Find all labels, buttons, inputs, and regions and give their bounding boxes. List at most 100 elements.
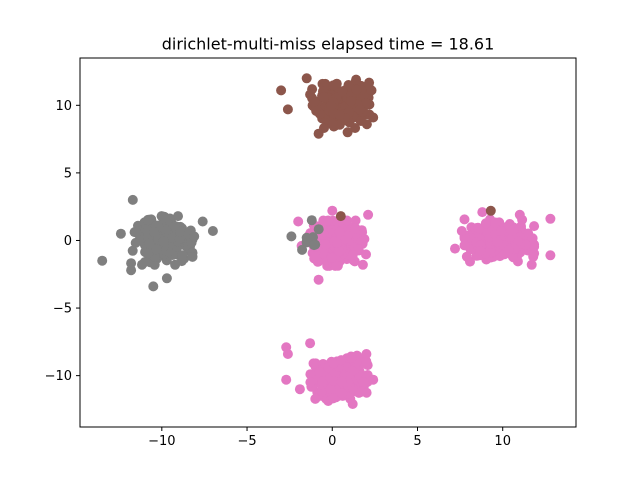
data-point — [131, 227, 142, 238]
data-point — [335, 211, 346, 222]
data-point — [527, 233, 538, 244]
data-point — [361, 249, 371, 260]
data-point — [281, 342, 292, 353]
y-axis: −10 −5 0 5 10 — [45, 99, 80, 384]
data-point — [485, 205, 496, 216]
data-point — [347, 250, 358, 260]
data-point — [350, 215, 361, 226]
data-point — [347, 399, 358, 409]
x-axis: −10 −5 0 5 10 — [148, 427, 511, 449]
data-point — [301, 73, 312, 84]
data-point — [358, 377, 369, 387]
data-point — [361, 349, 372, 359]
data-point — [334, 226, 345, 237]
data-point — [328, 358, 339, 369]
data-point — [115, 228, 126, 239]
data-point — [286, 231, 297, 242]
data-point — [139, 257, 150, 268]
data-point — [282, 104, 293, 115]
data-point — [343, 80, 354, 90]
data-point — [305, 377, 316, 388]
data-point — [197, 216, 208, 227]
data-point — [320, 239, 331, 250]
data-point — [351, 84, 362, 95]
data-point — [342, 127, 353, 138]
data-point — [346, 352, 357, 363]
plot-frame — [79, 57, 577, 428]
data-point — [207, 226, 218, 236]
data-point — [297, 244, 308, 255]
data-point — [355, 104, 366, 115]
y-tick-label: −5 — [53, 302, 72, 317]
y-tick-label: 5 — [64, 166, 72, 181]
data-point — [368, 112, 379, 123]
data-point — [313, 224, 324, 235]
data-point — [346, 96, 356, 107]
data-point — [149, 259, 160, 270]
chart-title: dirichlet-multi-miss elapsed time = 18.6… — [162, 35, 495, 54]
data-point — [305, 369, 316, 380]
data-point — [174, 226, 185, 237]
data-point — [475, 246, 486, 256]
data-point — [529, 221, 540, 232]
data-point — [496, 226, 506, 236]
data-point — [281, 374, 292, 385]
data-point — [276, 85, 287, 96]
data-point — [317, 376, 328, 387]
data-point — [336, 376, 347, 387]
data-point — [294, 384, 305, 395]
data-point — [337, 86, 348, 97]
data-point — [480, 218, 491, 229]
data-point — [477, 207, 488, 218]
data-point — [545, 213, 556, 224]
data-point — [514, 209, 525, 220]
data-point — [187, 251, 198, 262]
data-point — [459, 214, 470, 225]
data-point — [459, 240, 470, 251]
data-point — [293, 216, 304, 227]
data-point — [361, 98, 371, 109]
data-point — [513, 236, 523, 247]
data-point — [313, 274, 324, 285]
data-point — [159, 211, 170, 222]
data-point — [309, 240, 319, 251]
data-point — [356, 386, 367, 397]
data-point — [177, 250, 188, 261]
data-point — [529, 241, 540, 252]
data-point — [364, 77, 375, 88]
data-point — [314, 367, 325, 378]
data-point — [334, 110, 345, 120]
data-point — [151, 244, 162, 255]
data-point — [332, 237, 342, 248]
x-tick-label: 0 — [328, 434, 336, 449]
data-point — [450, 243, 460, 254]
data-point — [503, 245, 514, 255]
data-point — [310, 393, 321, 404]
data-point — [142, 214, 153, 225]
data-point — [143, 248, 154, 259]
x-tick-label: −5 — [237, 434, 256, 449]
data-point — [306, 215, 317, 226]
data-point — [492, 237, 503, 247]
data-point — [189, 231, 200, 242]
x-tick-label: −10 — [148, 434, 175, 449]
x-tick-label: 10 — [494, 434, 511, 449]
data-point — [361, 356, 372, 367]
data-point — [148, 281, 159, 292]
y-tick-label: 10 — [55, 99, 72, 114]
data-point — [301, 232, 312, 243]
data-point — [126, 258, 137, 269]
data-point — [505, 225, 516, 236]
data-point — [167, 232, 178, 243]
data-point — [326, 252, 337, 263]
data-point — [336, 355, 347, 366]
data-point — [545, 250, 556, 261]
data-point — [173, 211, 183, 222]
data-points — [97, 73, 556, 409]
data-point — [305, 338, 316, 349]
data-point — [328, 393, 339, 404]
data-point — [130, 237, 141, 248]
data-point — [334, 246, 344, 257]
data-point — [328, 80, 339, 91]
